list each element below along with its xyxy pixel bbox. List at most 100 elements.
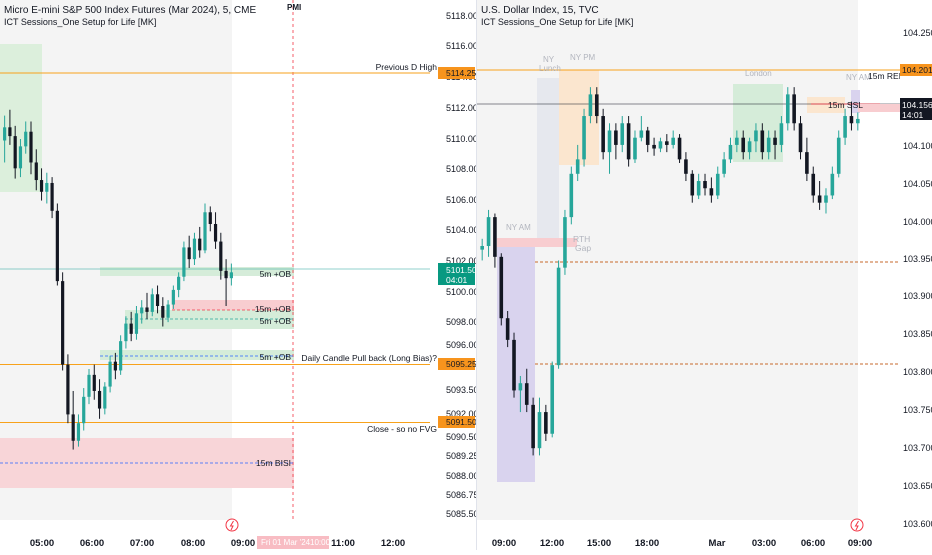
ny-am-2-label: NY AM xyxy=(846,73,871,82)
candle-body xyxy=(119,341,123,371)
right-candles xyxy=(480,87,860,456)
right-time-tick: 12:00 xyxy=(540,538,564,549)
candle-body xyxy=(124,323,128,342)
candle-body xyxy=(582,116,586,160)
candle-body xyxy=(3,127,7,141)
candle-body xyxy=(208,212,212,224)
candle-body xyxy=(219,241,223,271)
left-price-tick: 5086.75 xyxy=(446,490,479,500)
ny-am-label: NY AM xyxy=(506,223,531,232)
right-time-tick: 09:00 xyxy=(848,538,872,549)
left-time-tick: 07:00 xyxy=(130,538,154,549)
reh-label: 15m REH xyxy=(868,71,905,81)
candle-body xyxy=(486,217,491,247)
candle-body xyxy=(779,123,784,145)
candle-body xyxy=(97,390,102,409)
left-time-tick: 05:00 xyxy=(30,538,54,549)
right-price-tick: 104.250 xyxy=(903,28,932,38)
left-price-ticks: 5118.005116.005114.005112.005110.005108.… xyxy=(446,11,479,519)
left-price-axis[interactable]: 5118.005116.005114.005112.005110.005108.… xyxy=(438,0,479,520)
candle-body xyxy=(224,270,228,279)
left-chart-pane[interactable]: Micro E-mini S&P 500 Index Futures (Mar … xyxy=(0,0,437,532)
close-fvg-tag xyxy=(438,416,475,428)
right-price-tick: 103.800 xyxy=(903,367,932,377)
right-bar-timer: 14:01 xyxy=(902,110,924,120)
candle-body xyxy=(229,272,233,279)
candle-body xyxy=(709,188,714,196)
candle-body xyxy=(213,223,218,242)
ssl-label: 15m SSL xyxy=(828,100,863,110)
right-price-tick: 104.100 xyxy=(903,141,932,151)
right-price-tick: 103.850 xyxy=(903,329,932,339)
right-price-tick: 103.750 xyxy=(903,405,932,415)
candle-body xyxy=(24,131,28,147)
left-price-tag xyxy=(438,263,475,285)
left-price-tick: 5112.00 xyxy=(446,103,478,113)
right-price-tick: 103.600 xyxy=(903,519,932,529)
left-price-tick: 5089.25 xyxy=(446,451,479,461)
left-time-axis[interactable]: 05:00 06:00 07:00 08:00 09:00 11:00 12:00 Fri … xyxy=(30,536,405,549)
ny-am-zone xyxy=(497,238,535,482)
right-price-ticks: 104.250 104.100 104.050 104.000 103.950 103.9… xyxy=(903,28,932,529)
candle-body xyxy=(13,136,17,169)
candle-body xyxy=(531,404,535,449)
prev-d-high-tag xyxy=(438,67,475,79)
candle-body xyxy=(145,307,149,312)
candle-body xyxy=(556,267,561,366)
candle-body xyxy=(671,137,675,145)
ob1-label: 5m +OB xyxy=(260,269,292,279)
candle-body xyxy=(537,412,542,449)
candle-body xyxy=(849,116,854,124)
left-time-tick: 11:00 xyxy=(331,538,355,549)
candle-body xyxy=(524,383,529,405)
rth-gap-zone xyxy=(497,238,577,247)
left-price-tick: 5106.00 xyxy=(446,195,479,205)
close-fvg-price: 5091.50 xyxy=(446,417,477,427)
candle-body xyxy=(108,361,112,387)
left-time-tick: 06:00 xyxy=(80,538,104,549)
candle-body xyxy=(824,195,828,203)
right-time-axis[interactable]: 09:00 12:00 15:00 18:00 Mar 03:00 06:00 09:00 xyxy=(492,538,872,549)
candle-body xyxy=(198,238,202,251)
candle-body xyxy=(594,94,599,117)
ob2-label: 15m +OB xyxy=(255,304,291,314)
left-price-tick: 5090.50 xyxy=(446,432,479,442)
candle-body xyxy=(754,130,758,142)
ob4-label: 5m +OB xyxy=(260,352,292,362)
candle-body xyxy=(192,238,197,260)
right-price-tick: 103.900 xyxy=(903,291,932,301)
candle-body xyxy=(856,118,860,124)
right-time-tick: 06:00 xyxy=(801,538,825,549)
candle-body xyxy=(805,152,809,174)
date-badge xyxy=(257,536,329,549)
candle-body xyxy=(480,246,484,250)
right-last-price: 104.156 xyxy=(902,100,932,110)
candle-body xyxy=(588,94,593,117)
candle-body xyxy=(645,130,650,145)
candle-body xyxy=(76,423,81,441)
ob3-label: 5m +OB xyxy=(260,316,292,326)
right-indicator-name: ICT Sessions_One Setup for Life [MK] xyxy=(481,17,633,27)
right-price-tick: 103.650 xyxy=(903,481,932,491)
right-price-tick: 104.050 xyxy=(903,179,932,189)
reh-price: 104.201 xyxy=(902,65,932,75)
left-price-tick: 5098.00 xyxy=(446,317,479,327)
candle-body xyxy=(607,130,612,153)
replay-icon-right[interactable] xyxy=(850,518,864,532)
candle-body xyxy=(652,144,656,149)
candle-body xyxy=(55,210,59,282)
candle-body xyxy=(563,217,567,268)
replay-icon[interactable] xyxy=(225,518,239,532)
candle-body xyxy=(830,173,835,196)
candle-body xyxy=(620,123,625,145)
ssl-zone xyxy=(858,104,900,112)
candle-body xyxy=(569,173,574,218)
date-badge-time: 10:00 xyxy=(310,538,331,547)
right-chart-pane[interactable]: U.S. Dollar Index, 15, TVC ICT Sessions_… xyxy=(477,0,905,532)
candle-body xyxy=(703,181,707,189)
right-price-axis[interactable]: 104.250 104.100 104.050 104.000 103.950 103.9… xyxy=(900,0,932,529)
candle-body xyxy=(187,247,191,260)
candle-body xyxy=(505,318,510,340)
left-candles xyxy=(3,109,233,450)
